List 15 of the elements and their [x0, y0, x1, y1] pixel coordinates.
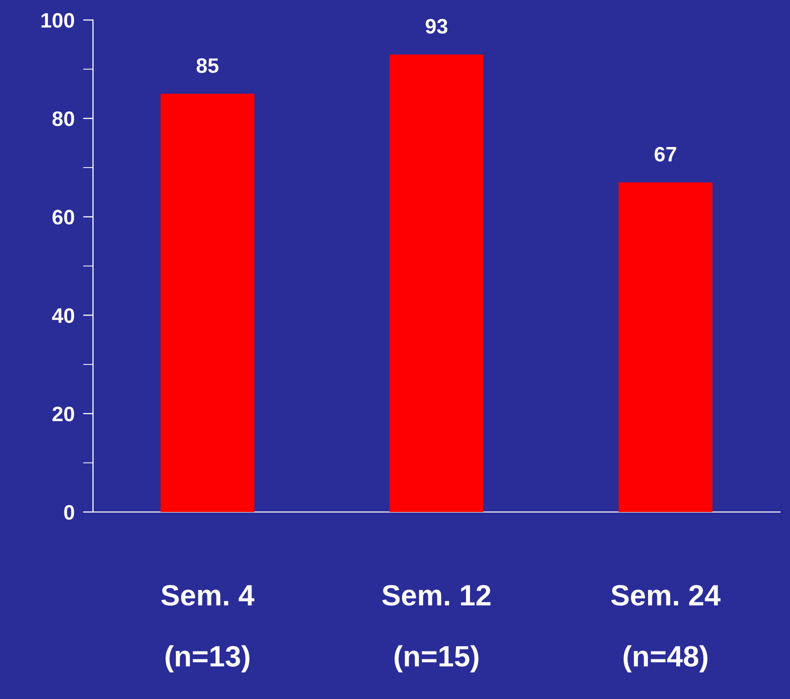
y-tick-label: 20 [52, 406, 74, 422]
bar [618, 182, 712, 512]
y-tick-label: 0 [64, 505, 74, 520]
category-label: Sem. 4 (n=13) [161, 584, 254, 672]
y-tick-label: 40 [52, 308, 74, 323]
category-label: Sem. 24 (n=48) [611, 584, 720, 672]
data-label: 85 [196, 58, 219, 74]
y-tick-label: 60 [52, 210, 74, 225]
y-tick-label: 80 [52, 111, 74, 126]
bar [390, 54, 484, 512]
data-label: 93 [426, 18, 448, 34]
data-label: 67 [654, 146, 676, 162]
category-label: Sem. 12 (n=15) [382, 584, 490, 672]
bar [160, 94, 254, 512]
y-tick-label: 100 [42, 13, 74, 28]
